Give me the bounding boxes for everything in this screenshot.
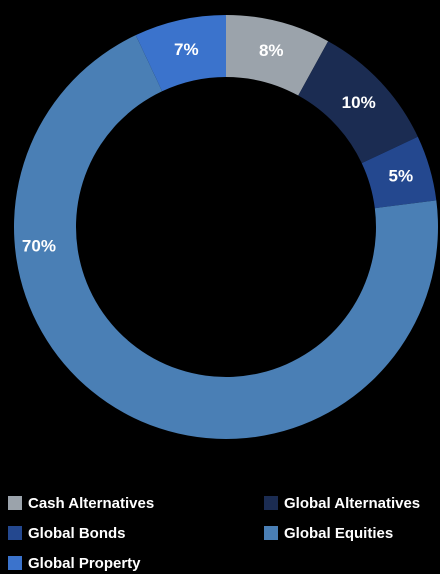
legend-swatch xyxy=(264,526,278,540)
donut-slice-labels: 8% 10% 5% 70% 7% xyxy=(22,40,413,255)
legend-label: Global Bonds xyxy=(28,524,126,542)
slice-label-global-equities: 70% xyxy=(22,236,56,255)
legend-swatch xyxy=(8,496,22,510)
legend-swatch xyxy=(8,526,22,540)
legend-item-global-alternatives: Global Alternatives xyxy=(264,492,420,514)
legend-swatch xyxy=(264,496,278,510)
legend-label: Global Alternatives xyxy=(284,494,421,512)
legend-swatch xyxy=(8,556,22,570)
legend-label: Global Property xyxy=(28,554,141,572)
legend-label: Global Equities xyxy=(284,524,394,542)
legend-label: Cash Alternatives xyxy=(28,494,155,512)
donut-slices xyxy=(13,15,438,439)
slice-global-alternatives xyxy=(298,41,418,164)
slice-label-global-bonds: 5% xyxy=(388,167,413,186)
slice-global-property xyxy=(135,15,226,92)
chart-legend: Cash Alternatives Global Alternatives Glob… xyxy=(0,490,440,572)
legend-item-global-bonds: Global Bonds xyxy=(8,522,126,544)
slice-global-equities xyxy=(13,35,438,439)
slice-label-global-property: 7% xyxy=(174,40,199,59)
slice-global-bonds xyxy=(361,136,437,209)
legend-item-global-property: Global Property xyxy=(8,552,141,574)
slice-cash-alternatives xyxy=(226,15,329,96)
slice-label-global-alternatives: 10% xyxy=(342,93,376,112)
legend-item-cash-alternatives: Cash Alternatives xyxy=(8,492,154,514)
donut-chart: 8% 10% 5% 70% 7% xyxy=(13,15,438,439)
legend-item-global-equities: Global Equities xyxy=(264,522,393,544)
slice-label-cash-alternatives: 8% xyxy=(259,41,284,60)
